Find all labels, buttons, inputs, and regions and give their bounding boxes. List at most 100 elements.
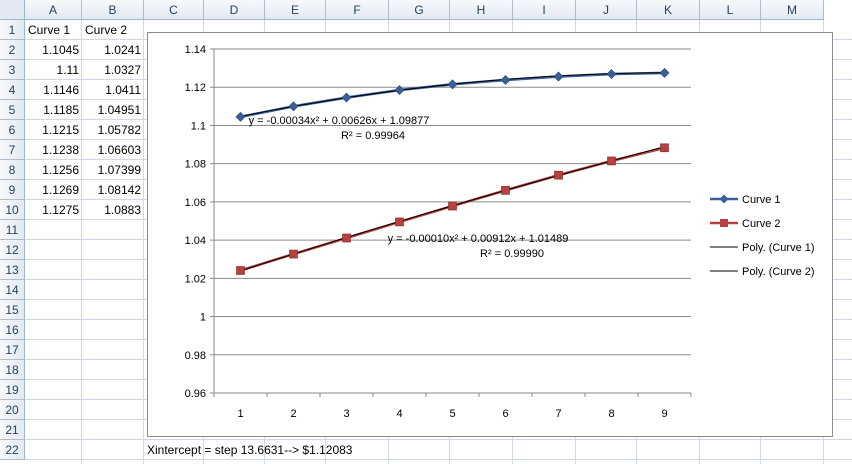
row-header-11[interactable]: 11	[0, 220, 25, 240]
x-tick-label: 1	[237, 408, 243, 420]
data-point-curve-1	[500, 75, 511, 85]
row-header-8[interactable]: 8	[0, 160, 25, 180]
row-header-2[interactable]: 2	[0, 40, 25, 60]
gridline-vertical	[143, 20, 144, 464]
x-tick-label: 8	[608, 408, 614, 420]
row-header-14[interactable]: 14	[0, 280, 25, 300]
gridline-horizontal	[25, 439, 852, 440]
row-header-17[interactable]: 17	[0, 340, 25, 360]
data-point-curve-2	[607, 156, 616, 166]
x-tick-label: 6	[502, 408, 508, 420]
data-point-curve-2	[342, 233, 351, 243]
data-cell-a[interactable]: 1.11	[56, 63, 79, 77]
column-header-c[interactable]: C	[144, 0, 204, 20]
row-header-21[interactable]: 21	[0, 420, 25, 440]
trendline-equation-1: y = -0.00034x² + 0.00626x + 1.09877	[249, 115, 430, 127]
data-cell-b[interactable]: 1.08142	[97, 183, 141, 197]
row-header-15[interactable]: 15	[0, 300, 25, 320]
column-header-e[interactable]: E	[265, 0, 326, 20]
data-point-curve-2	[395, 217, 404, 227]
column-header-m[interactable]: M	[761, 0, 824, 20]
row-header-13[interactable]: 13	[0, 260, 25, 280]
column-header-b[interactable]: B	[82, 0, 144, 20]
data-cell-b[interactable]: 1.04951	[97, 103, 141, 117]
data-point-curve-1	[659, 67, 670, 78]
data-point-curve-2	[448, 201, 457, 211]
data-point-curve-2	[554, 170, 563, 180]
data-cell-a[interactable]: 1.1269	[42, 183, 79, 197]
data-cell-a[interactable]: 1.1146	[43, 83, 79, 97]
data-point-curve-1	[341, 92, 352, 103]
y-tick-label: 1.1	[191, 120, 206, 132]
column-header-d[interactable]: D	[204, 0, 265, 20]
data-cell-a[interactable]: 1.1275	[42, 203, 79, 217]
column-header-h[interactable]: H	[450, 0, 513, 20]
data-cell-a[interactable]: 1.1215	[42, 123, 79, 137]
y-tick-label: 1.02	[185, 273, 206, 285]
row-header-22[interactable]: 22	[0, 440, 25, 460]
legend-marker-square	[720, 219, 728, 227]
x-tick-label: 7	[555, 408, 561, 420]
xintercept-note-cell[interactable]: Xintercept = step 13.6631--> $1.12083	[147, 443, 353, 457]
row-header-18[interactable]: 18	[0, 360, 25, 380]
row-header-6[interactable]: 6	[0, 120, 25, 140]
y-tick-label: 0.96	[185, 388, 206, 400]
data-point-curve-1	[394, 85, 405, 96]
row-header-5[interactable]: 5	[0, 100, 25, 120]
data-cell-b[interactable]: 1.07399	[97, 163, 141, 177]
row-header-20[interactable]: 20	[0, 400, 25, 420]
column-header-j[interactable]: J	[576, 0, 637, 20]
y-tick-label: 1.14	[185, 44, 206, 56]
y-tick-label: 1	[200, 312, 206, 324]
row-header-9[interactable]: 9	[0, 180, 25, 200]
legend-label-series-1: Curve 1	[742, 194, 781, 206]
data-point-curve-2	[289, 249, 298, 259]
data-point-curve-1	[288, 101, 299, 112]
data-point-curve-2	[660, 143, 669, 153]
data-cell-a[interactable]: 1.1238	[42, 143, 79, 157]
data-cell-a[interactable]: 1.1045	[42, 43, 79, 57]
row-header-10[interactable]: 10	[0, 200, 25, 220]
x-tick-label: 9	[661, 408, 667, 420]
column-header-k[interactable]: K	[637, 0, 700, 20]
data-cell-a[interactable]: 1.1185	[43, 103, 79, 117]
data-point-curve-2	[236, 266, 245, 275]
column-header-i[interactable]: I	[513, 0, 576, 20]
data-point-curve-1	[606, 69, 617, 79]
data-cell-b[interactable]: 1.06603	[97, 143, 141, 157]
row-header-1[interactable]: 1	[0, 20, 25, 40]
y-tick-label: 1.08	[185, 159, 206, 171]
select-all-corner[interactable]	[0, 0, 25, 20]
x-tick-label: 3	[343, 408, 349, 420]
data-cell-b[interactable]: 1.0883	[104, 203, 141, 217]
column-header-a[interactable]: A	[25, 0, 82, 20]
y-tick-label: 0.98	[185, 350, 206, 362]
column-header-l[interactable]: L	[700, 0, 761, 20]
row-header-4[interactable]: 4	[0, 80, 25, 100]
header-cell-curve-1[interactable]: Curve 1	[28, 23, 71, 37]
header-cell-curve-2[interactable]: Curve 2	[85, 23, 128, 37]
row-header-16[interactable]: 16	[0, 320, 25, 340]
y-tick-label: 1.04	[185, 235, 206, 247]
row-header-12[interactable]: 12	[0, 240, 25, 260]
row-header-19[interactable]: 19	[0, 380, 25, 400]
column-header-g[interactable]: G	[389, 0, 450, 20]
legend-marker-diamond	[719, 194, 729, 204]
legend-label-trend-2: Poly. (Curve 2)	[742, 266, 815, 278]
data-cell-a[interactable]: 1.1256	[42, 163, 79, 177]
row-header-7[interactable]: 7	[0, 140, 25, 160]
legend-label-trend-1: Poly. (Curve 1)	[742, 242, 815, 254]
data-cell-b[interactable]: 1.0241	[104, 43, 141, 57]
data-point-curve-1	[447, 79, 458, 90]
data-point-curve-1	[235, 111, 246, 122]
data-point-curve-1	[553, 71, 564, 82]
data-cell-b[interactable]: 1.0411	[105, 83, 141, 97]
data-cell-b[interactable]: 1.05782	[97, 123, 141, 137]
data-point-curve-2	[501, 186, 510, 195]
y-tick-label: 1.12	[185, 82, 206, 94]
column-header-f[interactable]: F	[326, 0, 389, 20]
y-tick-label: 1.06	[185, 197, 206, 209]
row-header-3[interactable]: 3	[0, 60, 25, 80]
chart-area[interactable]: 1.14 1.12 1.1 1.08 1.06 1.04 1.02 1 0.98 0.96 1 2 3 4…	[147, 32, 833, 437]
data-cell-b[interactable]: 1.0327	[104, 63, 141, 77]
